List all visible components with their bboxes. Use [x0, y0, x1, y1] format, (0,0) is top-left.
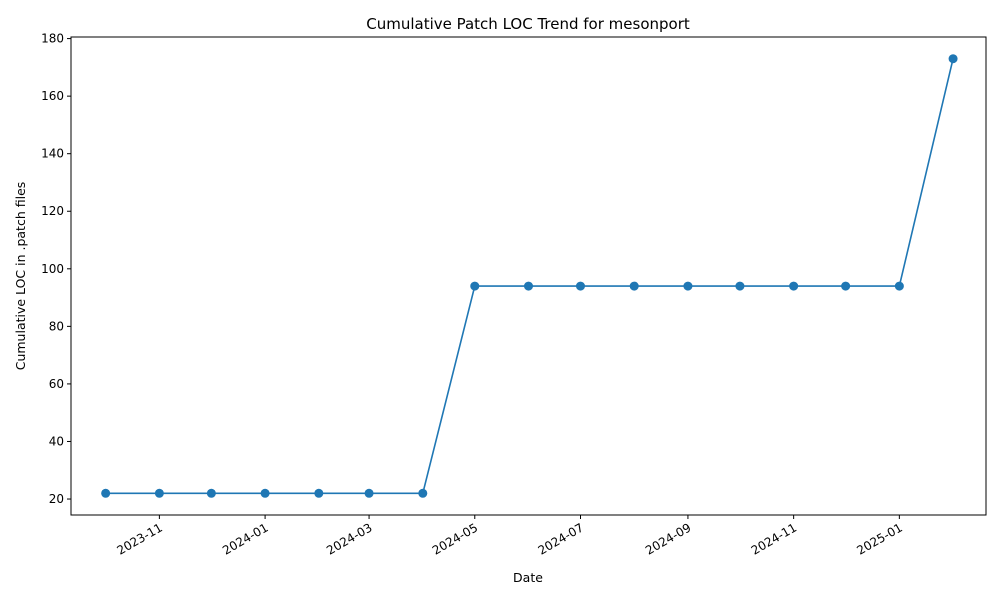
data-point — [948, 54, 958, 64]
data-point — [470, 281, 480, 291]
x-tick-label: 2024-01 — [220, 520, 270, 557]
data-point — [101, 488, 111, 498]
x-tick-label: 2024-11 — [749, 520, 799, 557]
y-axis-label: Cumulative LOC in .patch files — [13, 182, 28, 371]
plot-frame — [70, 36, 987, 516]
data-point — [841, 281, 851, 291]
data-point — [524, 281, 533, 291]
x-tick-label: 2023-11 — [114, 520, 164, 557]
x-tick-label: 2024-03 — [324, 520, 374, 557]
data-point — [894, 281, 904, 291]
x-tick-label: 2024-07 — [536, 520, 586, 557]
data-series — [101, 54, 958, 498]
y-tick-label: 80 — [49, 319, 64, 333]
y-tick-label: 120 — [41, 204, 64, 218]
y-tick-label: 20 — [49, 492, 64, 506]
x-tick-label: 2025-01 — [854, 520, 904, 557]
series-line — [105, 58, 954, 495]
y-axis: 20 40 60 80 100 120 140 160 180 — [41, 32, 71, 506]
y-tick-label: 40 — [49, 434, 64, 448]
data-point — [314, 488, 324, 498]
x-tick-label: 2024-05 — [430, 520, 480, 557]
data-point — [575, 281, 585, 291]
chart-title: Cumulative Patch LOC Trend for mesonport — [366, 15, 690, 33]
x-axis-label: Date — [513, 570, 543, 585]
data-point — [364, 488, 374, 498]
data-point — [629, 281, 639, 291]
data-point — [154, 488, 164, 498]
data-point — [260, 488, 270, 498]
x-axis: 2023-11 2024-01 2024-03 2024-05 2024-07 2024-… — [114, 515, 905, 558]
y-tick-label: 140 — [41, 147, 64, 161]
data-point — [789, 281, 799, 291]
y-tick-label: 180 — [41, 32, 64, 46]
y-tick-label: 160 — [41, 89, 64, 103]
data-point — [206, 488, 216, 498]
plot-area: 2023-11 2024-01 2024-03 2024-05 2024-07 2024-… — [41, 32, 987, 558]
x-tick-label: 2024-09 — [643, 520, 693, 557]
y-tick-label: 100 — [41, 262, 64, 276]
data-point — [418, 488, 428, 498]
y-tick-label: 60 — [49, 377, 64, 391]
data-point — [735, 281, 745, 291]
data-point — [683, 281, 693, 291]
